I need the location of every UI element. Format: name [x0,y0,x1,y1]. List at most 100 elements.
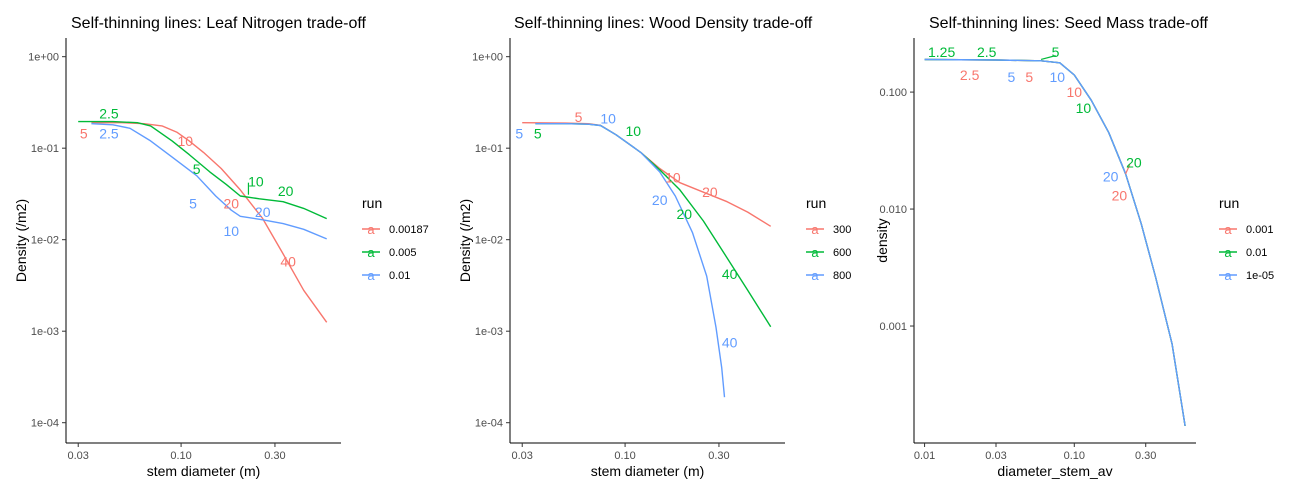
line-label: 1.25 [928,44,955,60]
legend-key-glyph: a [811,268,819,283]
line-label: 5 [534,125,542,141]
legend-label: 0.01 [1246,247,1267,259]
line-label: 5 [575,109,583,125]
line-label: 5 [189,195,197,211]
legend-label: 0.01 [389,270,410,282]
line-label: 5 [1052,44,1060,60]
chart-title: Self-thinning lines: Wood Density trade-… [514,15,813,32]
legend-key-glyph: a [367,245,375,260]
legend-entry: a 0.01 [1219,245,1267,260]
series-line-0.005 [78,120,327,220]
legend-key-glyph: a [811,222,819,237]
label-leader-line [1040,55,1056,61]
chart-title: Self-thinning lines: Seed Mass trade-off [929,15,1209,32]
legend-key-glyph: a [1224,268,1232,283]
x-tick-label: 0.30 [1135,450,1156,462]
x-axis-label: stem diameter (m) [591,463,705,479]
y-tick-label: 0.001 [879,321,907,333]
y-tick-label: 1e-01 [31,143,59,155]
y-tick-label: 1e+00 [28,52,59,64]
legend: run a 300 a 600 a 800 [806,195,851,283]
line-label: 10 [665,169,681,185]
y-axis-label: Density (/m2) [13,199,29,282]
x-tick-label: 0.10 [170,450,191,462]
legend-title: run [806,195,826,211]
line-label: 2.5 [99,105,119,121]
x-axis-label: diameter_stem_av [997,463,1112,479]
legend-entry: a 600 [806,245,851,260]
y-tick-label: 1e-03 [31,326,59,338]
line-label: 10 [1076,100,1092,116]
legend-entry: a 800 [806,268,851,283]
line-label: 20 [255,204,271,220]
line-label: 20 [278,183,294,199]
line-label: 10 [224,223,240,239]
chart-panel-2: Self-thinning lines: Wood Density trade-… [457,15,851,479]
line-label: 10 [1050,69,1066,85]
legend-label: 0.005 [389,247,417,259]
x-tick-label: 0.03 [512,450,533,462]
legend-label: 300 [833,224,851,236]
legend-label: 600 [833,247,851,259]
y-tick-label: 1e-01 [475,143,503,155]
line-label: 10 [625,123,641,139]
x-tick-label: 0.10 [614,450,635,462]
legend-label: 0.00187 [389,224,429,236]
x-tick-label: 0.01 [914,450,935,462]
y-axis-label: density [874,218,890,262]
line-label: 20 [652,192,668,208]
x-tick-label: 0.30 [264,450,285,462]
line-label: 10 [177,133,193,149]
line-label: 10 [1067,84,1083,100]
x-tick-label: 0.03 [985,450,1006,462]
legend-title: run [1219,195,1239,211]
chart-panel-1: Self-thinning lines: Leaf Nitrogen trade… [13,15,429,479]
line-label: 20 [224,195,240,211]
legend-label: 800 [833,270,851,282]
line-label: 10 [248,174,264,190]
series-line-0.01 [91,123,327,240]
line-label: 20 [677,206,693,222]
legend-key-glyph: a [811,245,819,260]
legend-key-glyph: a [367,268,375,283]
label-leader-line [1125,164,1131,175]
legend-entry: a 0.00187 [362,222,429,237]
line-label: 2.5 [960,67,980,83]
line-label: 2.5 [99,125,119,141]
y-tick-label: 1e-02 [475,235,503,247]
y-tick-label: 1e-03 [475,326,503,338]
x-tick-label: 0.30 [708,450,729,462]
y-tick-label: 0.010 [879,204,907,216]
legend-key-glyph: a [1224,245,1232,260]
line-label: 5 [1025,69,1033,85]
line-label: 40 [280,253,296,269]
legend-label: 0.001 [1246,224,1274,236]
legend-entry: a 0.01 [362,268,410,283]
line-label: 20 [1112,188,1128,204]
series-line-300 [522,122,772,227]
x-tick-label: 0.03 [68,450,89,462]
chart-title: Self-thinning lines: Leaf Nitrogen trade… [71,15,367,32]
line-label: 40 [722,335,738,351]
y-tick-label: 1e-04 [475,418,503,430]
legend: run a 0.00187 a 0.005 a 0.01 [362,195,429,283]
line-label: 20 [702,184,718,200]
line-label: 2.5 [977,44,997,60]
line-label: 10 [600,111,616,127]
line-label: 5 [80,125,88,141]
line-label: 5 [515,125,523,141]
series-line-600 [535,123,772,328]
x-tick-label: 0.10 [1064,450,1085,462]
legend-entry: a 300 [806,222,851,237]
legend-title: run [362,195,382,211]
y-tick-label: 1e+00 [472,52,503,64]
y-tick-label: 0.100 [879,87,907,99]
legend-entry: a 1e-05 [1219,268,1274,283]
legend-entry: a 0.005 [362,245,417,260]
legend: run a 0.001 a 0.01 a 1e-05 [1219,195,1274,283]
y-tick-label: 1e-04 [31,418,59,430]
legend-key-glyph: a [1224,222,1232,237]
x-axis-label: stem diameter (m) [147,463,261,479]
